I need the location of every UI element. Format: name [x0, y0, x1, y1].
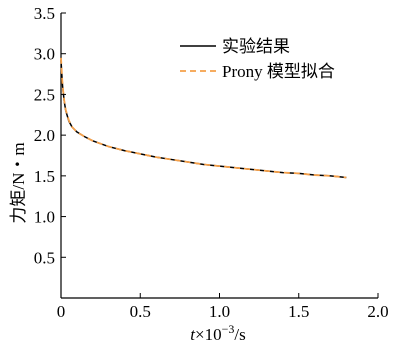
y-tick-label: 2.0 — [34, 126, 55, 145]
legend: 实验结果 Prony 模型拟合 — [180, 37, 335, 81]
y-tick-label: 3.5 — [34, 4, 55, 23]
y-tick-label: 1.5 — [34, 167, 55, 186]
y-tick-label: 2.5 — [34, 85, 55, 104]
x-tick-label: 2.0 — [367, 302, 388, 321]
y-tick-label: 1.0 — [34, 208, 55, 227]
x-axis-title: t×10−3/s — [190, 322, 245, 344]
series-line-2 — [60, 57, 347, 179]
series-group — [60, 57, 347, 179]
x-tick-label: 0.5 — [130, 302, 151, 321]
legend-label-2: Prony 模型拟合 — [222, 62, 335, 81]
x-tick-label: 1.5 — [288, 302, 309, 321]
x-tick-label: 0 — [57, 302, 66, 321]
y-tick-label: 0.5 — [34, 248, 55, 267]
x-tick-label: 1.0 — [209, 302, 230, 321]
y-axis-title: 力矩/N・m — [9, 142, 28, 223]
legend-label-1: 实验结果 — [222, 37, 290, 56]
ticks: 0 0.5 1.0 1.5 2.0 0.5 1.0 1.5 2.0 2.5 3.0 3.5 — [34, 4, 389, 321]
y-tick-label: 3.0 — [34, 45, 55, 64]
axes — [60, 13, 378, 299]
